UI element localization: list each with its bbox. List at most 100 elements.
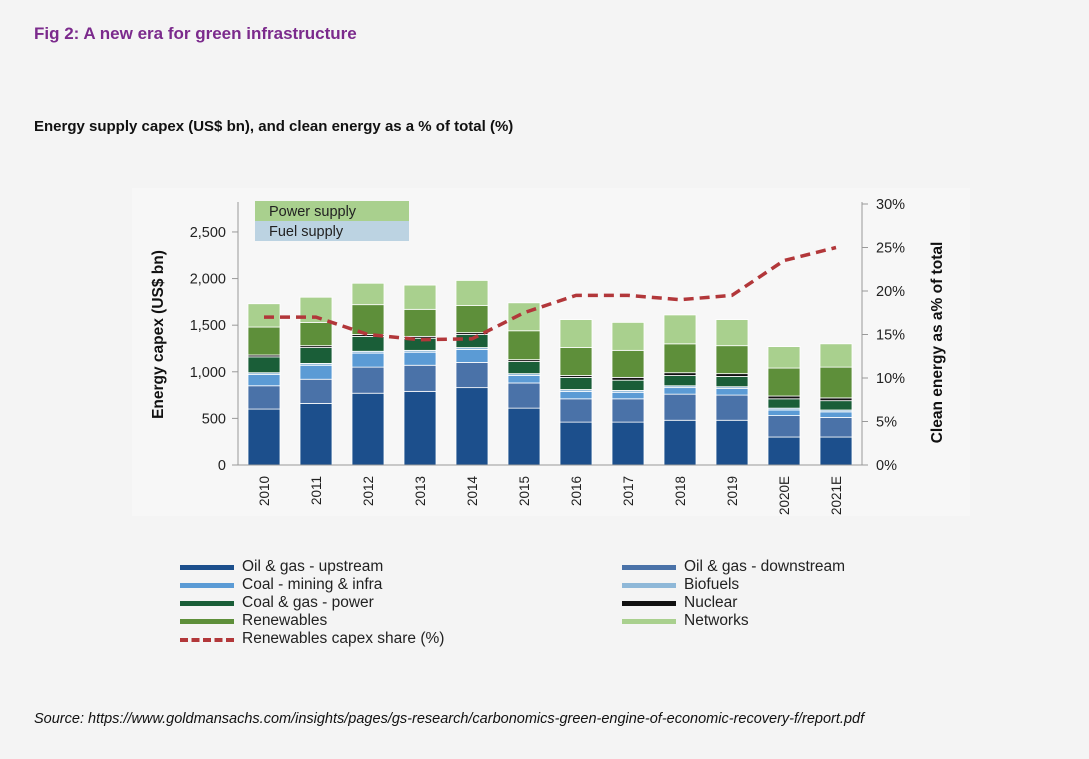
annotation-label: Power supply — [269, 204, 357, 220]
bar-segment — [663, 372, 697, 376]
y-tick-label: 500 — [202, 411, 226, 427]
bar-segment — [299, 364, 333, 380]
bar-segment — [299, 347, 333, 364]
bar-segment — [507, 330, 541, 361]
annotation-label: Fuel supply — [269, 224, 344, 240]
bar-segment — [403, 364, 437, 392]
y2-tick-label: 30% — [876, 197, 905, 213]
legend-swatch — [622, 601, 676, 606]
bar-segment — [351, 282, 385, 306]
x-tick-label: 2015 — [517, 476, 532, 506]
bar-segment — [819, 400, 853, 411]
bar-segment — [819, 436, 853, 466]
bar-segment — [663, 375, 697, 387]
bar-segment — [819, 366, 853, 399]
bar-segment — [299, 378, 333, 404]
legend-swatch — [622, 583, 676, 588]
bar-segment — [559, 376, 593, 390]
bar-segment — [715, 376, 749, 388]
y2-tick-label: 5% — [876, 415, 897, 431]
bar-segment — [611, 349, 645, 378]
x-tick-label: 2020E — [777, 476, 792, 515]
bar-segment — [299, 321, 333, 347]
bar-segment — [559, 421, 593, 466]
bar-segment — [663, 343, 697, 374]
x-tick-label: 2019 — [725, 476, 740, 506]
x-tick-label: 2016 — [569, 476, 584, 506]
bar-segment — [767, 409, 801, 416]
bar-segment — [247, 385, 281, 410]
bar-segment — [663, 314, 697, 345]
bar-segment — [507, 382, 541, 409]
legend-swatch — [180, 583, 234, 588]
x-tick-label: 2018 — [673, 476, 688, 506]
bar-segment — [715, 394, 749, 421]
bar-segment — [299, 403, 333, 466]
bar-segment — [715, 345, 749, 375]
bar-segment — [715, 319, 749, 347]
source-note: Source: https://www.goldmansachs.com/ins… — [34, 711, 865, 727]
x-tick-label: 2010 — [257, 476, 272, 506]
bar-segment — [455, 387, 489, 466]
bar-segment — [611, 421, 645, 466]
chart-legend: Oil & gas - upstream Oil & gas - downstre… — [180, 558, 900, 650]
x-tick-label: 2014 — [465, 476, 480, 507]
x-tick-label: 2012 — [361, 476, 376, 506]
bar-segment — [715, 388, 749, 396]
legend-label: Coal & gas - power — [242, 594, 374, 611]
legend-label: Oil & gas - downstream — [684, 558, 846, 575]
bar-segment — [247, 326, 281, 356]
legend-label: Coal - mining & infra — [242, 576, 383, 593]
bar-segment — [403, 351, 437, 366]
bar-segment — [715, 373, 749, 377]
bar-segment — [351, 392, 385, 466]
y2-tick-label: 15% — [876, 328, 905, 344]
bar-segment — [559, 390, 593, 400]
x-tick-label: 2017 — [621, 476, 636, 506]
bar-segment — [611, 391, 645, 400]
bar-segment — [455, 334, 489, 348]
renewables-share-line — [264, 245, 837, 342]
y-tick-label: 2,000 — [190, 272, 226, 288]
y2-tick-label: 10% — [876, 371, 905, 387]
y-axis-title: Energy capex (US$ bn) — [150, 250, 167, 419]
bar-segment — [351, 366, 385, 394]
bar-segment — [247, 408, 281, 466]
bar-segment — [507, 375, 541, 384]
bar-segment — [663, 419, 697, 466]
bar-segment — [663, 393, 697, 421]
stacked-bar-chart: Power supply Fuel supply 2010 2011 2012 2013… — [150, 197, 946, 516]
legend-swatch — [180, 565, 234, 570]
bar-segment — [559, 398, 593, 423]
x-tick-label: 2011 — [309, 476, 324, 505]
bar-segment — [767, 398, 801, 409]
bar-segment — [767, 367, 801, 397]
bar-segment — [663, 387, 697, 395]
y2-tick-label: 0% — [876, 458, 897, 474]
bar-segment — [403, 284, 437, 310]
legend-swatch — [622, 619, 676, 624]
annotation-box — [255, 221, 409, 241]
bar-segment — [455, 280, 489, 307]
y-tick-label: 0 — [218, 458, 226, 474]
chart-subtitle: Energy supply capex (US$ bn), and clean … — [34, 118, 514, 135]
bar-segment — [611, 376, 645, 381]
bar-segment — [247, 374, 281, 387]
bar-segment — [767, 395, 801, 400]
bar-segment — [819, 397, 853, 402]
bar-segment — [507, 361, 541, 375]
bar-segment — [611, 321, 645, 351]
legend-swatch — [622, 565, 676, 570]
y2-tick-label: 25% — [876, 241, 905, 257]
annotation-box — [255, 201, 409, 221]
legend-swatch — [180, 619, 234, 624]
legend-label: Renewables capex share (%) — [242, 630, 445, 647]
bar-segment — [455, 362, 489, 389]
legend-label: Nuclear — [684, 594, 738, 611]
figure-title: Fig 2: A new era for green infrastructur… — [34, 24, 357, 43]
legend-swatch — [180, 601, 234, 606]
bar-segment — [767, 436, 801, 466]
y-tick-label: 1,000 — [190, 365, 226, 381]
legend-swatch — [180, 638, 234, 642]
bar-segment — [403, 390, 437, 466]
